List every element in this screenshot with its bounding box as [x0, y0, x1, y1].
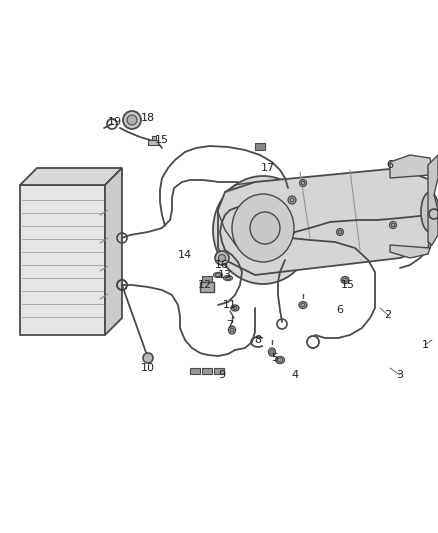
Text: 9: 9	[219, 370, 226, 380]
Text: 1: 1	[421, 340, 428, 350]
Text: 3: 3	[396, 370, 403, 380]
Ellipse shape	[250, 212, 280, 244]
Polygon shape	[428, 155, 438, 245]
Bar	[202, 276, 212, 282]
Text: 19: 19	[108, 117, 122, 127]
Bar	[148, 140, 158, 145]
Ellipse shape	[278, 358, 283, 362]
Text: 16: 16	[215, 260, 229, 270]
Text: 15: 15	[341, 280, 355, 290]
Ellipse shape	[299, 302, 307, 309]
Ellipse shape	[215, 273, 220, 277]
Ellipse shape	[229, 326, 236, 334]
Polygon shape	[20, 185, 105, 335]
Ellipse shape	[233, 306, 237, 310]
Ellipse shape	[288, 196, 296, 204]
Text: 17: 17	[261, 163, 275, 173]
Text: 5: 5	[272, 353, 279, 363]
Ellipse shape	[301, 181, 305, 185]
Text: 6: 6	[386, 160, 393, 170]
Text: 10: 10	[141, 363, 155, 373]
Text: 8: 8	[254, 335, 261, 345]
Ellipse shape	[226, 277, 230, 279]
Ellipse shape	[290, 198, 294, 202]
Text: 15: 15	[155, 135, 169, 145]
Text: 2: 2	[385, 310, 392, 320]
Text: 11: 11	[223, 300, 237, 310]
Circle shape	[127, 115, 137, 125]
Polygon shape	[390, 245, 430, 258]
Polygon shape	[390, 155, 432, 178]
Polygon shape	[218, 168, 432, 275]
Ellipse shape	[230, 328, 234, 332]
Ellipse shape	[268, 348, 276, 356]
Ellipse shape	[300, 180, 307, 187]
Text: 13: 13	[218, 270, 232, 280]
Text: 7: 7	[226, 320, 233, 330]
Bar	[202, 368, 212, 374]
Bar	[214, 368, 224, 374]
Ellipse shape	[336, 229, 343, 236]
Bar	[200, 282, 214, 292]
Ellipse shape	[301, 303, 305, 307]
Ellipse shape	[421, 192, 438, 232]
Ellipse shape	[231, 305, 239, 311]
Bar	[152, 136, 156, 140]
Text: 4: 4	[291, 370, 299, 380]
Ellipse shape	[341, 277, 349, 284]
Polygon shape	[20, 168, 122, 185]
Ellipse shape	[389, 222, 396, 229]
Ellipse shape	[391, 223, 395, 227]
Bar	[190, 368, 200, 374]
Circle shape	[123, 111, 141, 129]
Circle shape	[143, 353, 153, 363]
Text: 18: 18	[141, 113, 155, 123]
Ellipse shape	[338, 230, 342, 234]
Ellipse shape	[270, 350, 274, 354]
Bar	[255, 143, 265, 150]
Ellipse shape	[343, 278, 347, 282]
Circle shape	[219, 254, 226, 262]
Ellipse shape	[223, 276, 233, 280]
Text: 6: 6	[336, 305, 343, 315]
Text: 14: 14	[178, 250, 192, 260]
Ellipse shape	[232, 194, 294, 262]
Ellipse shape	[213, 176, 313, 284]
Ellipse shape	[213, 272, 223, 278]
Circle shape	[215, 251, 229, 265]
Text: 12: 12	[198, 280, 212, 290]
Ellipse shape	[276, 357, 285, 364]
Polygon shape	[105, 168, 122, 335]
